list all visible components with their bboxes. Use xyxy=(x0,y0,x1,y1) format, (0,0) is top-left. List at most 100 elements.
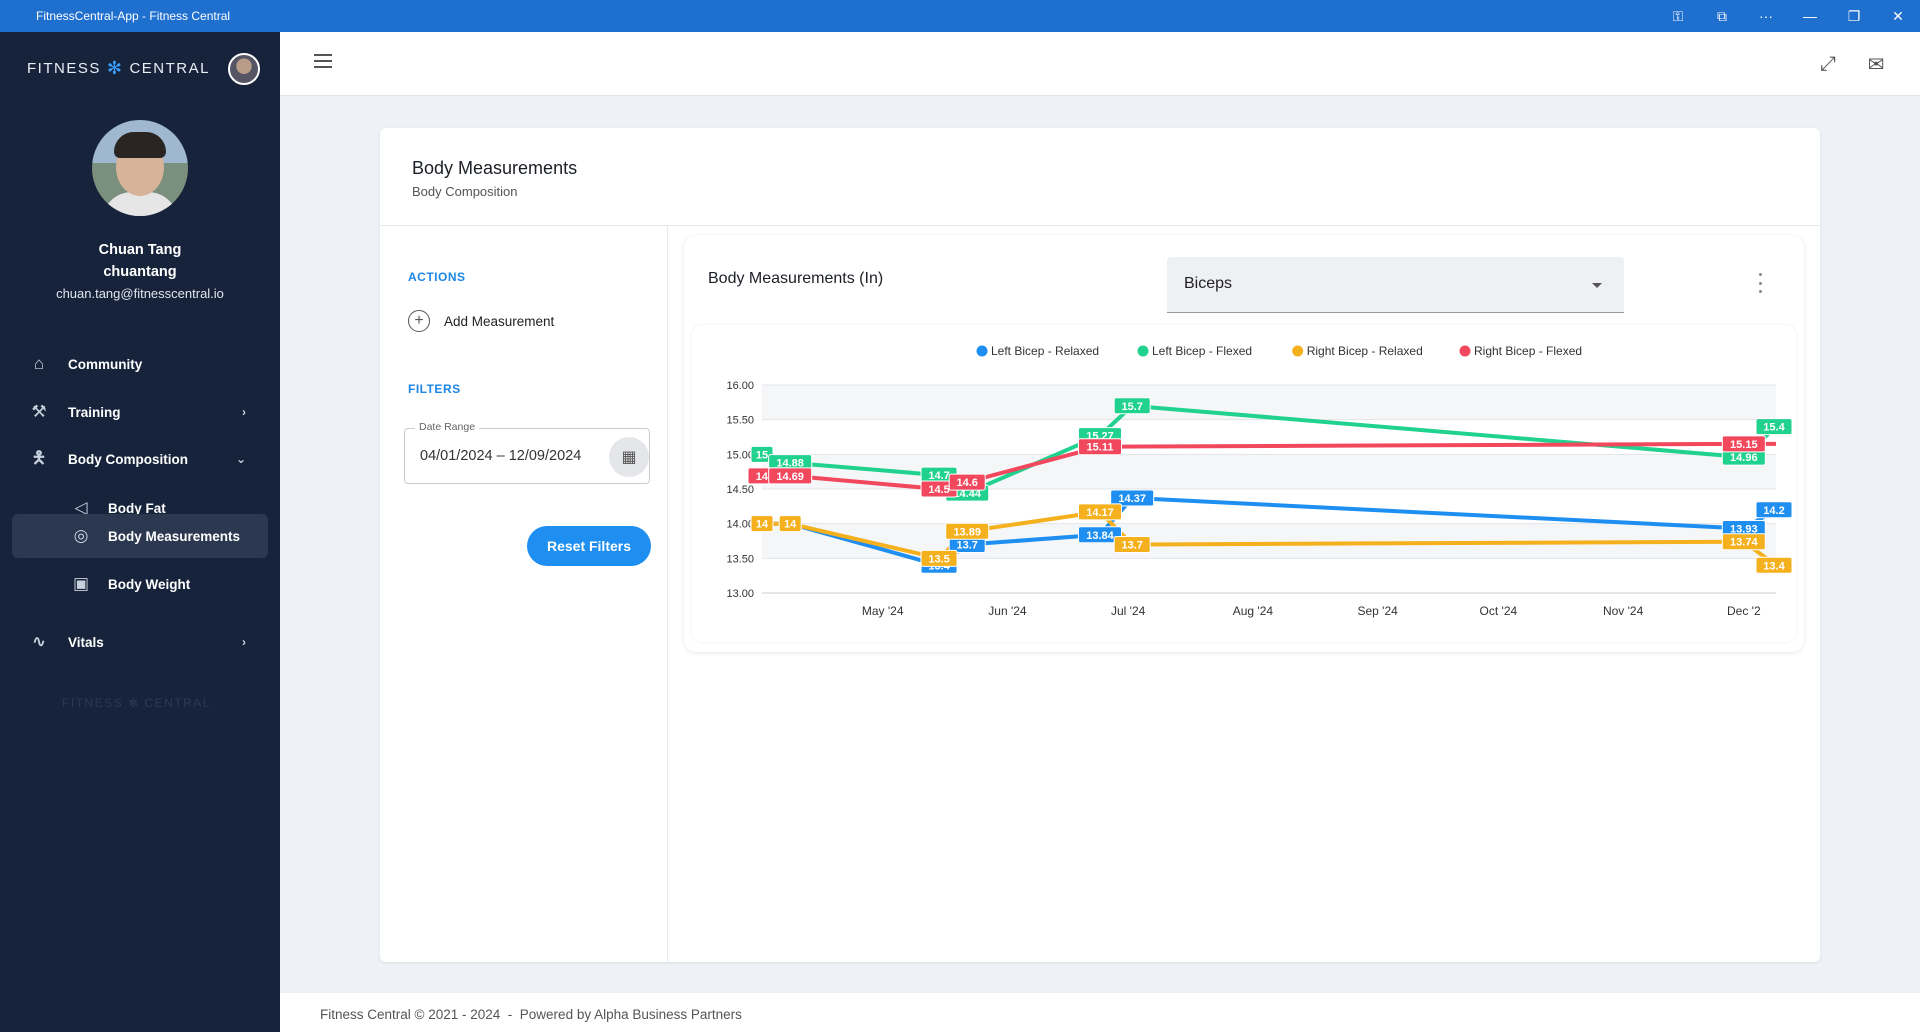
sidebar: FITNESS ✻ CENTRAL Chuan Tang chuantang c… xyxy=(0,32,280,1032)
more-icon[interactable]: ··· xyxy=(1759,8,1773,24)
data-label: 13.93 xyxy=(1730,524,1758,536)
mail-icon[interactable]: ✉ xyxy=(1867,53,1885,76)
filters-heading: FILTERS xyxy=(408,382,461,396)
legend-label: Right Bicep - Flexed xyxy=(1474,344,1582,358)
data-label: 14.2 xyxy=(1763,505,1784,517)
data-label: 15.11 xyxy=(1087,442,1114,454)
data-label-box xyxy=(1078,438,1122,456)
y-tick-label: 15.50 xyxy=(726,415,754,427)
data-label: 13.5 xyxy=(928,553,949,565)
x-tick-label: Jun '24 xyxy=(988,604,1027,618)
data-label-box xyxy=(920,549,958,567)
brand-logo[interactable]: FITNESS ✻ CENTRAL xyxy=(27,58,210,79)
home-icon: ⌂ xyxy=(33,354,45,373)
data-label-box xyxy=(1721,533,1766,551)
user-handle: chuantang xyxy=(103,264,177,280)
data-label: 14.5 xyxy=(928,484,949,496)
measure-select-value: Biceps xyxy=(1184,275,1233,292)
fullscreen-icon[interactable]: ⤢ xyxy=(1820,52,1836,75)
x-tick-label: Dec '2 xyxy=(1727,604,1761,618)
more-vert-icon[interactable] xyxy=(1752,273,1768,293)
avatar[interactable] xyxy=(228,53,260,85)
date-range-field[interactable]: Date Range 04/01/2024 – 12/09/2024 ▦ xyxy=(404,421,650,484)
card-header: Body Measurements Body Composition xyxy=(380,128,1820,226)
sidebar-watermark: FITNESS ✻ CENTRAL xyxy=(62,696,211,710)
data-label-box xyxy=(1755,418,1793,436)
sidebar-item-label: Community xyxy=(68,356,143,372)
cast-icon[interactable]: ⧉ xyxy=(1717,7,1727,24)
page-subtitle: Body Composition xyxy=(412,184,518,199)
sidebar-item-training[interactable]: ⚒ Training › xyxy=(12,390,268,434)
profile-photo xyxy=(92,120,188,216)
window-controls: ⚿ ⧉ ··· — ❐ ✕ xyxy=(1656,0,1920,32)
data-label: 14.7 xyxy=(928,470,949,482)
measure-select[interactable]: Biceps xyxy=(1167,257,1624,313)
chevron-down-icon: ⌄ xyxy=(235,452,246,466)
close-icon[interactable]: ✕ xyxy=(1892,7,1904,24)
menu-icon[interactable] xyxy=(314,54,332,68)
data-label-box xyxy=(1113,397,1151,415)
minimize-icon[interactable]: — xyxy=(1803,8,1817,24)
brand-gear-icon: ✻ xyxy=(106,58,124,78)
footer-text: Fitness Central © 2021 - 2024 - Powered … xyxy=(320,1007,742,1022)
sidebar-item-body-weight[interactable]: ▣ Body Weight xyxy=(12,562,268,606)
data-label: 15 xyxy=(756,449,768,461)
data-label: 14.96 xyxy=(1730,452,1758,464)
data-label-box xyxy=(1078,503,1122,521)
calendar-icon[interactable]: ▦ xyxy=(609,437,649,477)
x-tick-label: Sep '24 xyxy=(1357,604,1398,618)
actions-filters-panel: ACTIONS + Add Measurement FILTERS Date R… xyxy=(380,226,668,962)
sidebar-item-body-measurements[interactable]: ◎ Body Measurements xyxy=(12,514,268,558)
data-label: 13.74 xyxy=(1730,537,1758,549)
data-label-box xyxy=(945,522,990,540)
data-label-box xyxy=(1755,501,1793,519)
date-range-label: Date Range xyxy=(415,421,480,433)
y-tick-label: 14.00 xyxy=(726,519,754,531)
date-range-value[interactable]: 04/01/2024 – 12/09/2024 xyxy=(420,448,582,464)
sidebar-item-community[interactable]: ⌂ Community xyxy=(12,342,268,386)
sidebar-item-body-composition[interactable]: 🯅 Body Composition ⌄ xyxy=(12,437,268,481)
data-label-box xyxy=(778,515,802,533)
page-title: Body Measurements xyxy=(412,158,578,178)
dropdown-arrow-icon xyxy=(1592,283,1602,288)
legend-marker xyxy=(1459,345,1471,357)
top-header: ⤢ ✉ xyxy=(280,32,1920,96)
reset-filters-button[interactable]: Reset Filters xyxy=(527,526,651,566)
data-label-box xyxy=(1110,489,1155,507)
chart-card: Body Measurements (In) Biceps 16.00 15.50… xyxy=(684,235,1804,652)
line-chart: 16.00 15.50 15.00 14.50 14.00 13.50 13.00 May '… xyxy=(726,344,1793,618)
key-icon[interactable]: ⚿ xyxy=(1672,7,1684,24)
data-label-box xyxy=(750,515,774,533)
sidebar-item-label: Body Measurements xyxy=(108,528,241,544)
data-label: 13.4 xyxy=(1763,560,1785,572)
series-line xyxy=(762,509,1778,567)
sidebar-item-label: Vitals xyxy=(68,634,104,650)
data-label: 13.7 xyxy=(1121,539,1142,551)
x-tick-label: Jul '24 xyxy=(1111,604,1146,618)
tape-measure-icon: ◎ xyxy=(73,526,89,545)
x-tick-label: Aug '24 xyxy=(1233,604,1274,618)
sidebar-item-body-fat[interactable]: ◁ Body Fat xyxy=(12,486,268,530)
sidebar-item-vitals[interactable]: ∿ Vitals › xyxy=(12,620,268,664)
sidebar-item-label: Training xyxy=(68,404,121,420)
data-label: 14 xyxy=(756,519,769,531)
window-title: FitnessCentral-App - Fitness Central xyxy=(36,9,231,23)
user-email: chuan.tang@fitnesscentral.io xyxy=(56,286,224,301)
data-label: 14.37 xyxy=(1118,493,1146,505)
legend-label: Left Bicep - Flexed xyxy=(1152,344,1252,358)
add-measurement-button[interactable]: + Add Measurement xyxy=(408,310,554,332)
dumbbell-icon: ⚒ xyxy=(31,402,47,421)
sidebar-item-label: Body Fat xyxy=(108,500,166,516)
data-label: 14.88 xyxy=(776,458,804,470)
y-tick-label: 15.00 xyxy=(726,449,754,461)
legend-marker xyxy=(976,345,988,357)
data-label: 13.7 xyxy=(957,539,978,551)
x-tick-label: May '24 xyxy=(862,604,904,618)
scale-icon: ▣ xyxy=(72,574,90,593)
data-label: 15.7 xyxy=(1121,401,1142,413)
sidebar-item-label: Body Weight xyxy=(108,576,191,592)
restore-icon[interactable]: ❐ xyxy=(1847,7,1861,24)
footer: Fitness Central © 2021 - 2024 - Powered … xyxy=(280,993,1920,1032)
chart-area: 16.00 15.50 15.00 14.50 14.00 13.50 13.00 May '… xyxy=(692,325,1796,642)
x-tick-label: Nov '24 xyxy=(1603,604,1644,618)
